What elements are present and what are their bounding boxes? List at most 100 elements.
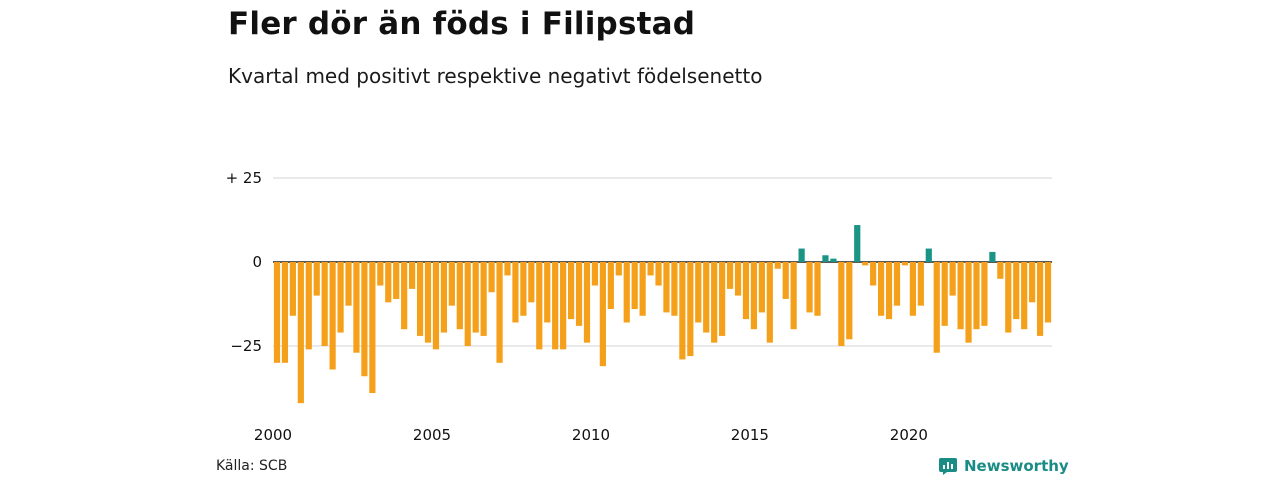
bar <box>703 262 710 333</box>
y-tick-label: + 25 <box>226 169 262 187</box>
bar <box>711 262 718 343</box>
bar <box>1036 262 1044 336</box>
bar <box>782 262 789 299</box>
bar <box>814 262 821 316</box>
bar <box>567 262 575 320</box>
source-note: Källa: SCB <box>216 458 288 474</box>
bar <box>361 262 368 377</box>
bar <box>544 262 551 323</box>
bar <box>401 262 408 330</box>
bar <box>575 262 583 326</box>
bar <box>448 262 455 306</box>
bar <box>941 262 948 326</box>
bar <box>623 262 630 323</box>
bar <box>440 262 447 333</box>
bar <box>695 262 702 323</box>
bar <box>838 262 845 346</box>
bar <box>599 262 606 367</box>
bar <box>1013 262 1020 320</box>
bar <box>472 262 479 333</box>
bar <box>1021 262 1028 330</box>
bars <box>273 225 1052 404</box>
bar <box>973 262 980 330</box>
bar <box>321 262 328 346</box>
bar <box>416 262 424 336</box>
bar <box>552 262 559 350</box>
y-tick-label: 0 <box>252 253 262 271</box>
bar <box>846 262 853 340</box>
bar <box>742 262 750 320</box>
bar <box>329 262 336 370</box>
axis-labels: + 25 0 −25 2000 2005 2010 2015 2020 <box>226 169 928 444</box>
bar <box>679 262 686 360</box>
x-tick-label: 2000 <box>254 426 292 444</box>
bar <box>305 262 312 350</box>
newsworthy-logo: Newsworthy <box>938 456 1069 476</box>
bar <box>520 262 527 316</box>
bar <box>1005 262 1012 333</box>
bar <box>981 262 988 326</box>
chart-subtitle: Kvartal med positivt respektive negativt… <box>228 64 763 88</box>
bar <box>663 262 670 313</box>
bar <box>870 262 877 286</box>
x-tick-label: 2015 <box>731 426 769 444</box>
bar <box>726 262 734 289</box>
bar <box>790 262 797 330</box>
x-tick-label: 2010 <box>572 426 610 444</box>
bar <box>893 262 901 306</box>
newsworthy-logo-icon <box>939 458 957 475</box>
bar <box>989 251 996 262</box>
bar <box>885 262 893 320</box>
bar <box>464 262 471 346</box>
bar <box>337 262 344 333</box>
bar <box>313 262 320 296</box>
bar <box>297 262 304 404</box>
bar <box>822 255 829 262</box>
bar <box>480 262 487 336</box>
bar <box>536 262 543 350</box>
bar <box>631 262 638 310</box>
bar <box>273 262 281 363</box>
bar <box>949 262 956 296</box>
bar <box>798 248 805 262</box>
bar <box>377 262 384 286</box>
bar <box>647 262 654 276</box>
bar <box>774 262 781 269</box>
bar <box>933 262 940 353</box>
bar <box>504 262 511 276</box>
bar <box>353 262 360 353</box>
bar <box>512 262 519 323</box>
bar <box>369 262 376 394</box>
bar <box>281 262 289 363</box>
bar <box>639 262 646 316</box>
x-tick-label: 2005 <box>413 426 451 444</box>
bar <box>432 262 440 350</box>
bar <box>528 262 535 303</box>
brand-name: Newsworthy <box>964 457 1069 475</box>
bar <box>901 262 909 266</box>
bar <box>583 262 591 343</box>
bar <box>957 262 964 330</box>
bar <box>734 262 742 296</box>
bar <box>750 262 758 330</box>
bar <box>806 262 813 313</box>
bar <box>687 262 694 357</box>
bar <box>758 262 765 313</box>
bar <box>909 262 916 316</box>
y-tick-label: −25 <box>230 337 262 355</box>
bar <box>591 262 599 286</box>
chart-title: Fler dör än föds i Filipstad <box>228 6 696 42</box>
bar <box>965 262 972 343</box>
bar <box>1044 262 1052 323</box>
bar <box>655 262 662 286</box>
bar <box>719 262 726 336</box>
bar <box>496 262 503 363</box>
bar <box>925 248 932 262</box>
bar <box>854 225 861 262</box>
x-tick-label: 2020 <box>890 426 928 444</box>
bar <box>615 262 622 276</box>
bar <box>1029 262 1036 303</box>
bar <box>997 262 1004 279</box>
bar <box>456 262 463 330</box>
